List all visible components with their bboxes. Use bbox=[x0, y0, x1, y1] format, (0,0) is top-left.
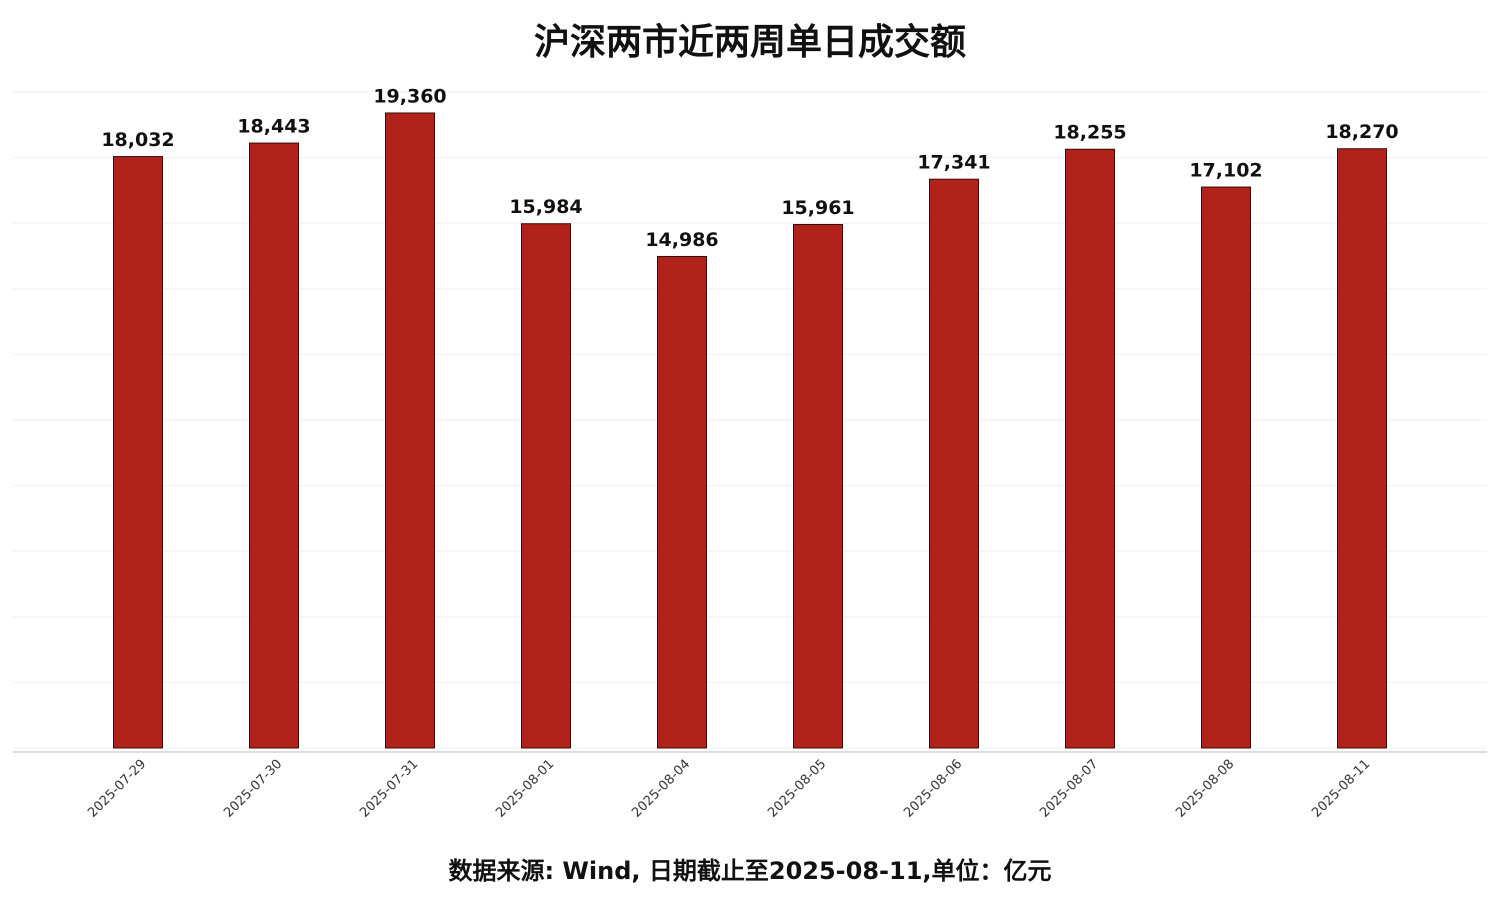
x-tick-label: 2025-08-06 bbox=[901, 757, 965, 821]
x-tick-label: 2025-08-05 bbox=[765, 757, 829, 821]
value-label: 19,360 bbox=[373, 85, 446, 107]
bar bbox=[929, 178, 979, 749]
x-tick-label: 2025-08-07 bbox=[1037, 757, 1101, 821]
x-tick-label: 2025-07-31 bbox=[357, 757, 421, 821]
value-label: 18,443 bbox=[237, 116, 310, 138]
bar bbox=[249, 142, 299, 749]
value-label: 17,341 bbox=[917, 152, 990, 174]
x-tick-label: 2025-07-29 bbox=[85, 757, 149, 821]
bar bbox=[1065, 148, 1115, 749]
value-label: 15,961 bbox=[781, 197, 854, 219]
x-tick-label: 2025-08-04 bbox=[629, 757, 693, 821]
bar bbox=[385, 112, 435, 749]
bar bbox=[113, 156, 163, 749]
bar bbox=[657, 255, 707, 749]
bar bbox=[1337, 148, 1387, 749]
value-label: 18,032 bbox=[101, 129, 174, 151]
x-tick-label: 2025-08-01 bbox=[493, 757, 557, 821]
bar bbox=[1201, 186, 1251, 749]
bar bbox=[793, 223, 843, 749]
x-tick-label: 2025-08-11 bbox=[1309, 757, 1373, 821]
x-tick-label: 2025-07-30 bbox=[221, 757, 285, 821]
value-label: 17,102 bbox=[1189, 160, 1262, 182]
bar bbox=[521, 223, 571, 749]
x-tick-label: 2025-08-08 bbox=[1173, 757, 1237, 821]
value-label: 18,255 bbox=[1053, 122, 1126, 144]
value-label: 15,984 bbox=[509, 196, 582, 218]
value-label: 18,270 bbox=[1325, 121, 1398, 143]
footer: 数据来源: Wind, 日期截止至2025-08-11,单位：亿元 bbox=[448, 857, 1051, 885]
chart-title: 沪深两市近两周单日成交额 bbox=[534, 21, 966, 63]
value-label: 14,986 bbox=[645, 229, 718, 251]
